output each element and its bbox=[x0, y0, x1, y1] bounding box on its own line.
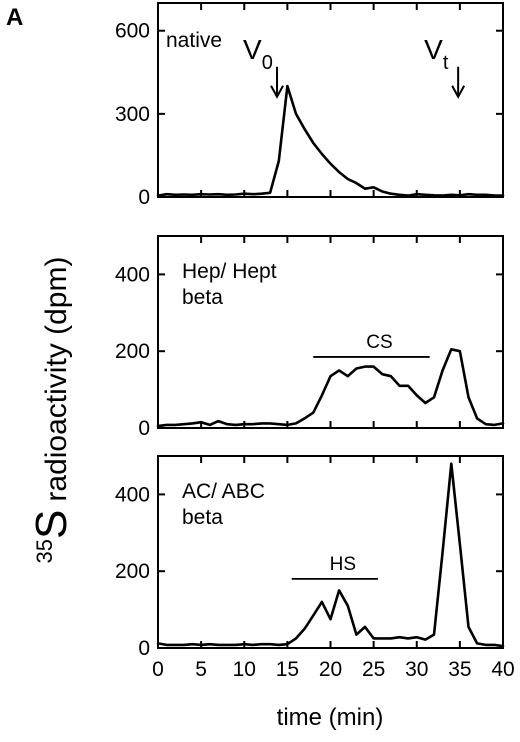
series-line-1 bbox=[156, 462, 505, 648]
y-tick-label: 0 bbox=[138, 186, 150, 209]
fraction-bracket-label: HS bbox=[330, 554, 356, 575]
panel-annotation: beta bbox=[182, 506, 223, 529]
x-tick-label: 35 bbox=[448, 658, 471, 681]
y-tick-label: 200 bbox=[115, 560, 150, 583]
x-axis-label: time (min) bbox=[277, 704, 384, 731]
panel-annotation: AC/ ABC bbox=[182, 480, 265, 503]
y-axis-label-text: radioactivity (dpm) bbox=[40, 257, 73, 502]
down-arrowhead-icon bbox=[451, 85, 466, 99]
x-tick-label: 20 bbox=[319, 658, 342, 681]
x-tick-label: 25 bbox=[362, 658, 385, 681]
panel-annotation: native bbox=[166, 29, 222, 52]
y-tick-label: 0 bbox=[138, 417, 150, 440]
void-volume-marker-label: V0 bbox=[243, 34, 273, 74]
void-volume-marker-subscript: 0 bbox=[262, 52, 273, 74]
y-axis-label: 35Sradioactivity (dpm) bbox=[27, 257, 76, 564]
void-volume-marker-subscript: t bbox=[443, 52, 449, 74]
y-tick-label: 0 bbox=[138, 637, 150, 660]
y-tick-label: 200 bbox=[115, 340, 150, 363]
chart-panel-2: 0 200 400 Hep/ Hept beta CS bbox=[115, 235, 505, 440]
y-axis-label-superscript: 35 bbox=[32, 539, 57, 563]
x-tick-label: 15 bbox=[276, 658, 299, 681]
x-tick-label: 30 bbox=[405, 658, 428, 681]
chart-panel-1: 0 300 600 native V0 Vt bbox=[115, 2, 505, 209]
y-tick-label: 400 bbox=[115, 263, 150, 286]
x-tick-label: 10 bbox=[233, 658, 256, 681]
y-axis-label-isotope: S bbox=[27, 510, 76, 539]
panel-letter: A bbox=[6, 4, 23, 31]
panel-annotation: Hep/ Hept bbox=[182, 260, 277, 283]
series-line-1 bbox=[156, 84, 505, 197]
series-line-1 bbox=[156, 347, 505, 428]
void-volume-marker-label: Vt bbox=[424, 34, 449, 74]
x-tick-label: 40 bbox=[491, 658, 514, 681]
y-tick-label: 300 bbox=[115, 103, 150, 126]
y-tick-label: 400 bbox=[115, 483, 150, 506]
x-tick-label: 5 bbox=[195, 658, 207, 681]
fraction-bracket-label: CS bbox=[366, 332, 392, 353]
panel-annotation: beta bbox=[182, 286, 223, 309]
down-arrowhead-icon bbox=[270, 85, 284, 99]
y-tick-label: 600 bbox=[115, 20, 150, 43]
x-tick-label: 0 bbox=[152, 658, 164, 681]
